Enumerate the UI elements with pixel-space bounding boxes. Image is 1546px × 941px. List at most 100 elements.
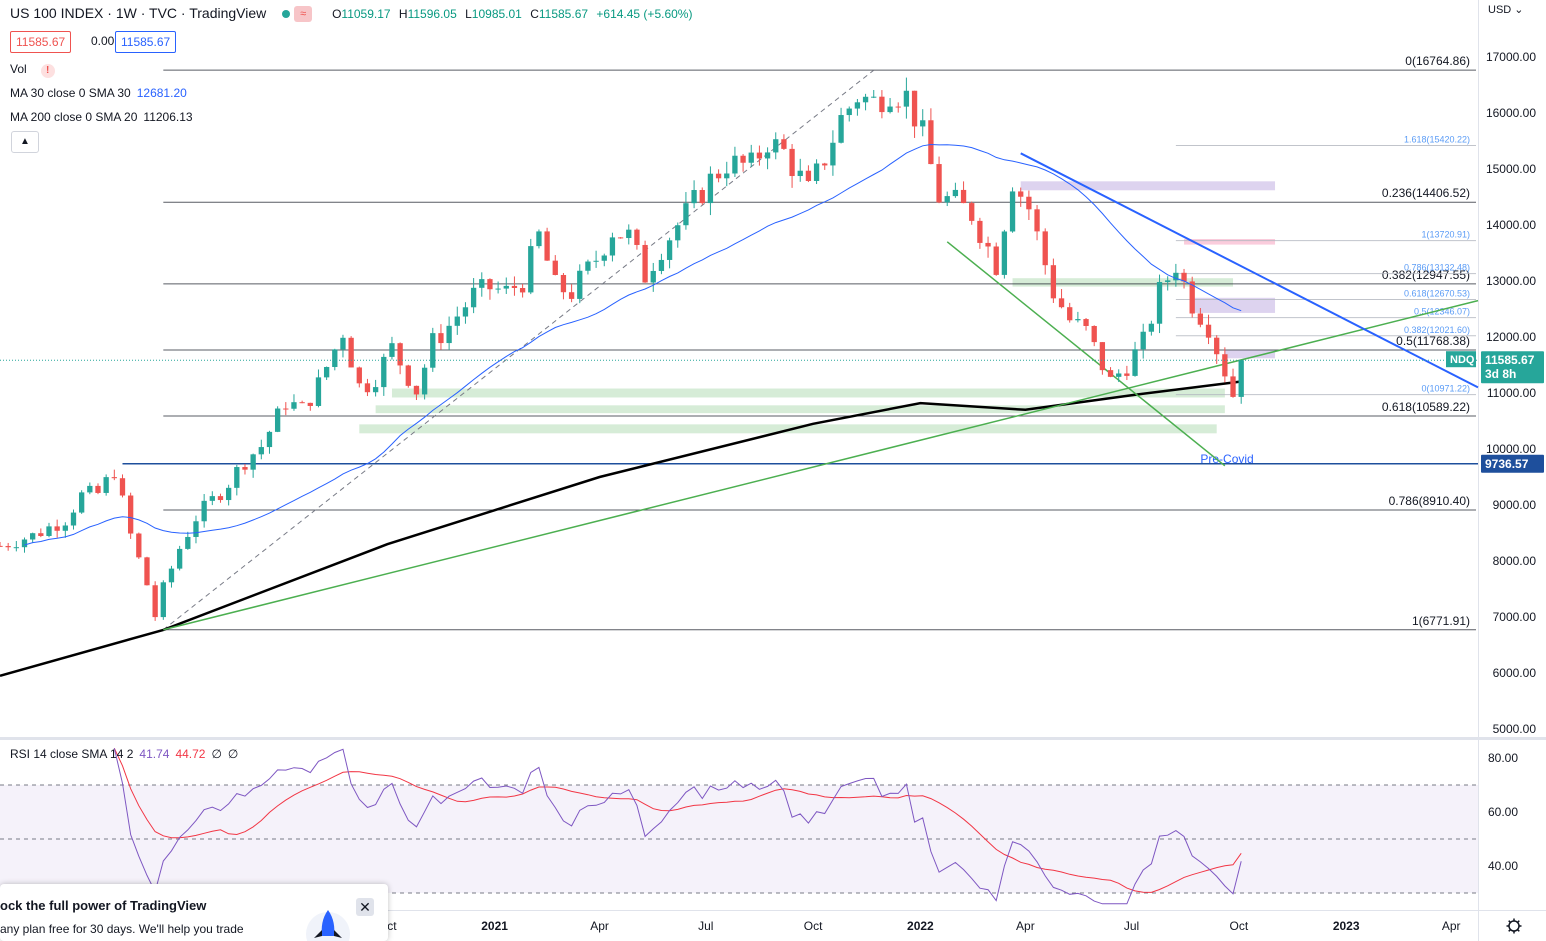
fib-sub-label: 0.5(12346.07) xyxy=(1414,307,1470,317)
pre-covid-price-tag: 9736.57 xyxy=(1481,454,1544,473)
candle-body xyxy=(626,229,632,239)
candle-body xyxy=(1148,323,1155,332)
candle-body xyxy=(952,189,959,197)
wave-icon[interactable]: ≈ xyxy=(294,6,313,23)
rsi-legend[interactable]: RSI 14 close SMA 14 2 41.74 44.72 ∅ ∅ xyxy=(10,747,239,761)
fib-sub-label: 0.786(13132.48) xyxy=(1404,263,1470,273)
candle-body xyxy=(1230,376,1236,397)
candle-body xyxy=(242,467,248,470)
candle-body xyxy=(691,190,697,204)
candle-body xyxy=(846,108,852,116)
candle-body xyxy=(707,173,714,204)
candle-body xyxy=(209,496,215,501)
candle-body xyxy=(985,242,991,247)
interval-label[interactable]: 1W xyxy=(115,5,137,21)
blue-trendline xyxy=(1020,152,1479,389)
market-status[interactable]: ≈ xyxy=(280,6,314,23)
candle-body xyxy=(724,173,730,179)
svg-text:3d 8h: 3d 8h xyxy=(1485,367,1516,381)
candle-body xyxy=(813,163,820,181)
candle-body xyxy=(364,383,371,393)
candle-body xyxy=(274,408,281,432)
fib-sub-label: 0(10971.22) xyxy=(1421,384,1470,394)
candle-body xyxy=(405,365,411,386)
candle-body xyxy=(544,231,550,261)
candle-body xyxy=(854,102,861,109)
candle-body xyxy=(38,533,44,536)
buy-price-button[interactable]: 11585.67 xyxy=(115,31,177,53)
candle-body xyxy=(560,274,567,293)
candle-body xyxy=(773,139,779,153)
fib-sub-label: 1(13720.91) xyxy=(1421,230,1470,240)
promo-body: any plan free for 30 days. We'll help yo… xyxy=(0,922,244,936)
green-trendline-down xyxy=(946,241,1226,467)
candle-body xyxy=(528,246,534,293)
candle-body xyxy=(119,478,126,496)
candle-body xyxy=(217,496,224,501)
promo-banner[interactable]: ock the full power of TradingView any pl… xyxy=(0,884,388,941)
gear-icon xyxy=(1506,918,1522,934)
candle-body xyxy=(789,148,795,177)
candle-body xyxy=(136,533,142,558)
ma30-legend[interactable]: MA 30 close 0 SMA 30 12681.20 xyxy=(10,86,187,100)
candle-body xyxy=(1189,281,1195,314)
candle-body xyxy=(413,385,420,395)
y-tick-label: 9000.00 xyxy=(1493,498,1537,512)
candle-body xyxy=(299,402,305,404)
y-tick-label: 11000.00 xyxy=(1487,386,1536,400)
zone-rect xyxy=(1184,239,1276,245)
ma200-legend[interactable]: MA 200 close 0 SMA 20 11206.13 xyxy=(10,110,193,124)
candle-body xyxy=(103,477,109,493)
fib-level-label: 0.5(11768.38) xyxy=(1396,334,1470,348)
candle-body xyxy=(95,485,101,493)
candle-body xyxy=(1238,360,1244,397)
candle-body xyxy=(1018,191,1024,197)
candle-body xyxy=(283,408,289,410)
candle-body xyxy=(903,90,910,107)
close-icon[interactable]: ✕ xyxy=(356,898,374,916)
candle-body xyxy=(454,316,460,326)
currency-selector[interactable]: USD ⌄ xyxy=(1488,4,1524,16)
candle-body xyxy=(430,333,436,368)
rsi-sma-value: 44.72 xyxy=(175,747,206,761)
candle-body xyxy=(323,366,330,378)
fib-level-label: 0(16764.86) xyxy=(1405,54,1470,68)
rsi-tick-label: 60.00 xyxy=(1488,805,1518,819)
candle-body xyxy=(291,402,297,409)
candle-body xyxy=(764,152,771,159)
candle-body xyxy=(936,164,942,203)
candle-body xyxy=(46,526,52,536)
symbol-title[interactable]: US 100 INDEX xyxy=(10,5,104,21)
candle-body xyxy=(879,96,885,113)
zone-rect xyxy=(391,388,1225,398)
candle-body xyxy=(617,237,624,239)
candle-body xyxy=(381,356,387,388)
candle-body xyxy=(1173,272,1179,281)
y-tick-label: 14000.00 xyxy=(1486,218,1536,232)
sell-price-button[interactable]: 11585.67 xyxy=(10,31,72,53)
candle-body xyxy=(519,288,526,293)
fib-sub-label: 1.618(15420.22) xyxy=(1404,134,1470,144)
fib-level-label: 0.786(8910.40) xyxy=(1389,494,1470,508)
candle-body xyxy=(887,106,893,113)
candle-body xyxy=(1009,191,1016,232)
candle-body xyxy=(1083,319,1089,326)
candle-body xyxy=(699,190,705,204)
candle-body xyxy=(993,246,999,275)
zone-rect xyxy=(1012,278,1234,287)
candle-body xyxy=(438,333,444,344)
candle-body xyxy=(462,307,469,317)
candle-body xyxy=(1156,282,1163,324)
volume-label: Vol xyxy=(10,62,27,76)
x-tick-label: 2023 xyxy=(1333,919,1360,933)
volume-legend[interactable]: Vol! xyxy=(10,62,55,78)
candle-body xyxy=(1132,349,1138,376)
candle-body xyxy=(1050,265,1057,299)
candle-body xyxy=(503,285,509,289)
chevron-up-icon[interactable]: ▲ xyxy=(11,131,39,153)
candle-body xyxy=(675,225,681,241)
warning-icon[interactable]: ! xyxy=(40,64,55,78)
ma200-label: MA 200 close 0 SMA 20 xyxy=(10,110,138,124)
